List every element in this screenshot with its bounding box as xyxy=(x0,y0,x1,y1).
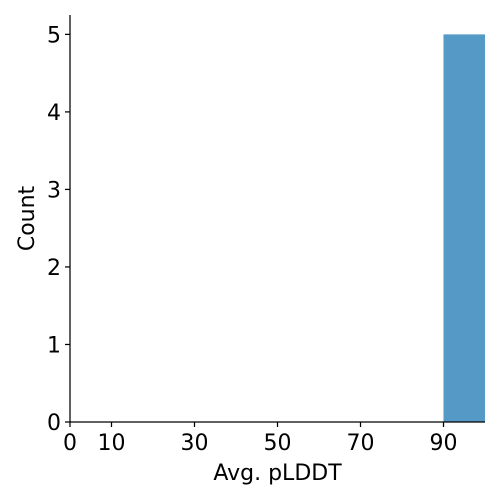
x-tick-label-70: 70 xyxy=(347,431,375,456)
x-tick-label-30: 30 xyxy=(181,431,209,456)
x-tick-label-90: 90 xyxy=(430,431,458,456)
y-tick-label-0: 0 xyxy=(47,411,61,436)
y-ticks-layer: 0 1 2 3 4 5 xyxy=(47,23,70,436)
y-tick-label-2: 2 xyxy=(47,256,61,281)
x-tick-label-10: 10 xyxy=(98,431,126,456)
x-tick-label-50: 50 xyxy=(264,431,292,456)
y-axis-label: Count xyxy=(15,185,40,251)
histogram-bar-90-100 xyxy=(443,34,485,422)
y-tick-label-5: 5 xyxy=(47,23,61,48)
y-tick-label-3: 3 xyxy=(47,178,61,203)
y-tick-label-4: 4 xyxy=(47,101,61,126)
x-axis-label: Avg. pLDDT xyxy=(213,461,342,486)
bars-layer xyxy=(443,34,485,422)
x-ticks-layer: 0 10 30 50 70 90 xyxy=(63,422,458,456)
x-tick-label-0: 0 xyxy=(63,431,77,456)
y-tick-label-1: 1 xyxy=(47,333,61,358)
